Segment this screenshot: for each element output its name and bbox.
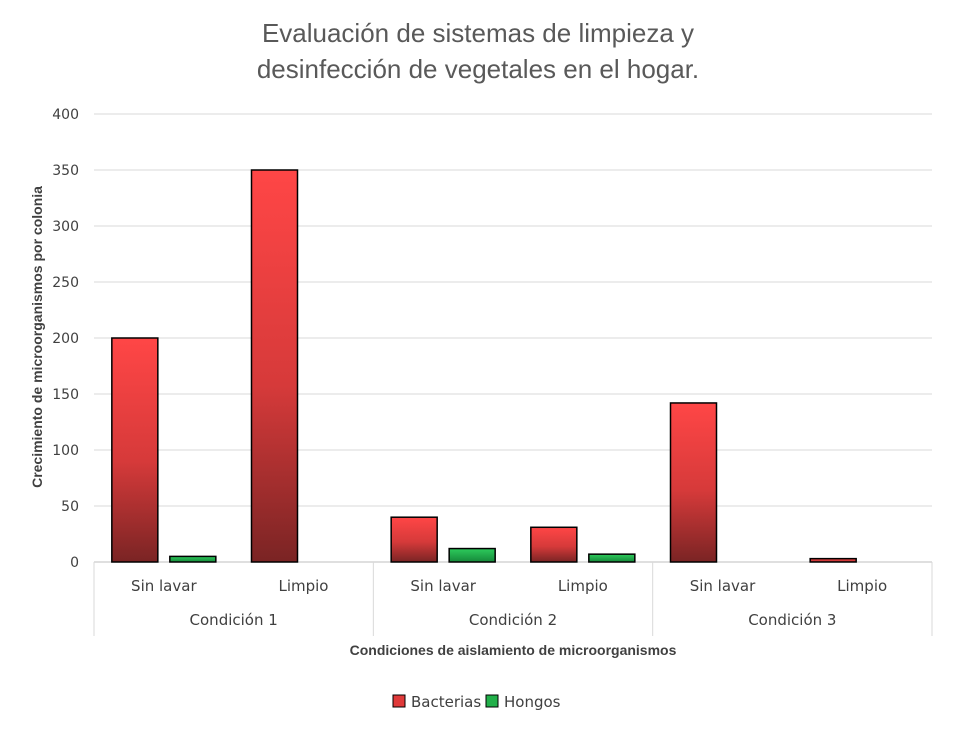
bar-hongos: [169, 555, 217, 563]
legend-swatch-bacterias: [392, 694, 406, 708]
bars: [111, 169, 857, 563]
gridlines: [94, 113, 932, 563]
y-tick-label: 350: [52, 163, 79, 179]
y-tick-label: 400: [52, 107, 79, 123]
bar-bacterias: [250, 169, 299, 563]
x-group-label: Condición 3: [748, 611, 836, 629]
chart-title-line-2: desinfección de vegetales en el hogar.: [257, 54, 699, 84]
legend-label-bacterias: Bacterias: [411, 693, 481, 711]
chart-title-line-1: Evaluación de sistemas de limpieza y: [262, 18, 694, 48]
x-category-label: Limpio: [278, 577, 328, 595]
bar-bacterias: [809, 557, 857, 563]
x-category-label: Sin lavar: [690, 577, 756, 595]
y-tick-label: 300: [52, 219, 79, 235]
x-axis-title: Condiciones de aislamiento de microorgan…: [350, 642, 677, 658]
x-category-label: Sin lavar: [131, 577, 197, 595]
x-axis: Sin lavar Limpio Sin lavar Limpio Sin lavar L…: [93, 562, 933, 636]
bar-hongos: [448, 547, 496, 563]
y-tick-label: 50: [61, 499, 79, 515]
y-axis-title: Crecimiento de microorganismos por colon…: [29, 186, 45, 488]
bar-bacterias: [669, 402, 718, 563]
y-tick-label: 100: [52, 443, 79, 459]
bar-bacterias: [111, 337, 159, 563]
y-tick-label: 0: [70, 555, 79, 571]
bar-bacterias: [390, 516, 438, 563]
y-tick-label: 200: [52, 331, 79, 347]
bar-hongos: [588, 553, 636, 563]
legend-label-hongos: Hongos: [504, 693, 561, 711]
y-axis-ticks: 0 50 100 150 200 250 300 350 400: [52, 107, 79, 571]
legend: Bacterias Hongos: [392, 693, 561, 711]
x-category-label: Limpio: [837, 577, 887, 595]
x-category-label: Sin lavar: [410, 577, 476, 595]
y-tick-label: 150: [52, 387, 79, 403]
x-group-label: Condición 2: [469, 611, 557, 629]
y-tick-label: 250: [52, 275, 79, 291]
bar-bacterias: [530, 526, 578, 563]
legend-swatch-hongos: [485, 694, 499, 708]
x-group-label: Condición 1: [190, 611, 278, 629]
x-category-label: Limpio: [558, 577, 608, 595]
